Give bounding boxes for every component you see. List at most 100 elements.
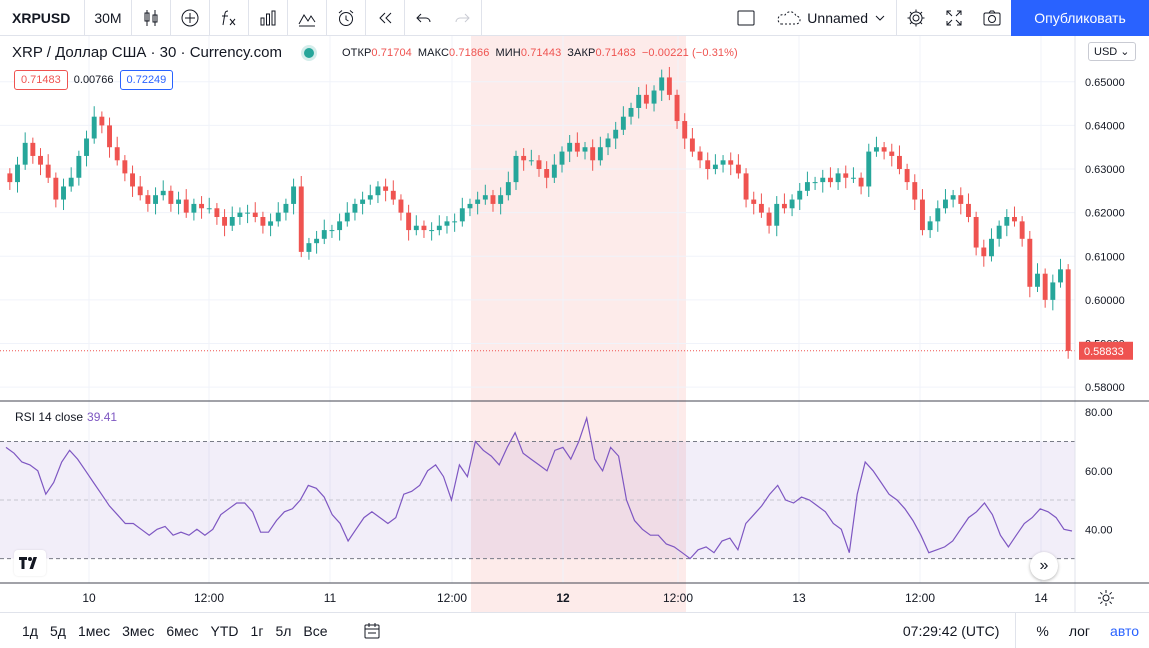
candle-body [398,199,404,213]
candle-body [314,238,320,244]
candle-body [160,190,166,196]
layout-menu[interactable]: Unnamed [765,0,897,36]
range-button[interactable]: 3мес [122,622,155,639]
candle-body [1027,238,1033,287]
date-range-icon[interactable] [362,621,382,641]
candle-body [122,160,128,174]
high-label: МАКС [417,47,450,59]
candle-body [1004,217,1010,226]
open-label: ОТКР [342,47,372,59]
candle-body [582,147,588,152]
candle-body [927,221,933,231]
candle-body [429,230,435,232]
sell-price-button[interactable]: 0.71483 [14,70,68,90]
symbol-title[interactable]: XRP / Доллар США · 30 · Currency.com [12,44,282,61]
grid-lines [0,36,1075,583]
top-toolbar: XRPUSD 30M Unnamed Опубликоват [0,0,1149,36]
candle-body [306,243,312,252]
range-button[interactable]: 5л [275,622,292,639]
currency-selector[interactable]: USD ⌄ [1088,42,1136,61]
chart-area[interactable]: 0.65000 0.64000 0.63000 0.62000 0.61000 0.600… [0,36,1149,612]
screenshot-button[interactable] [973,0,1011,36]
replay-button[interactable] [366,0,405,36]
utc-clock[interactable]: 07:29:42 (UTC) [903,612,1017,648]
templates-button[interactable] [249,0,288,36]
rsi-axis[interactable]: 80.00 60.00 40.00 [1085,407,1113,536]
axis-settings-icon[interactable] [1096,588,1116,608]
log-toggle[interactable]: лог [1068,622,1091,639]
candle-body [1058,269,1063,283]
fullscreen-button[interactable] [935,0,973,36]
range-button[interactable]: YTD [210,622,239,639]
tradingview-logo[interactable] [14,550,46,576]
compare-button[interactable] [171,0,210,36]
candle-body [298,186,304,252]
candle-body [950,195,956,200]
candle-body [436,225,442,231]
time-tick-label: 12:00 [663,591,693,605]
candle-body [605,138,611,148]
range-button[interactable]: 1д [22,622,38,639]
candle-body [337,221,343,231]
candle-body [245,212,251,214]
market-status-icon[interactable] [303,47,314,58]
scroll-to-realtime-button[interactable]: » [1030,552,1058,580]
fullscreen-select-button[interactable] [727,0,765,36]
candle-body [38,155,43,165]
range-button[interactable]: Все [303,622,328,639]
range-button[interactable]: 6мес [166,622,199,639]
candle-body [237,212,243,217]
symbol-search-button[interactable]: XRPUSD [0,0,86,36]
candle-body [659,77,665,91]
fx-icon [221,10,235,25]
price-tick-label: 0.63000 [1085,164,1125,176]
candle-body [444,221,450,226]
alert-chart-button[interactable] [288,0,327,36]
candle-body [191,203,197,213]
candle-body [1065,269,1071,351]
interval-button[interactable]: 30M [85,0,132,36]
undo-button[interactable] [405,0,443,36]
candle-body [1035,273,1040,287]
settings-button[interactable] [897,0,935,36]
redo-button[interactable] [443,0,482,36]
candle-body [283,203,289,213]
candle-body [674,94,680,122]
publish-button[interactable]: Опубликовать [1011,0,1149,36]
symbol-legend: XRP / Доллар США · 30 · Currency.com [12,44,314,61]
auto-toggle[interactable]: авто [1110,622,1139,639]
candle-body [153,195,159,204]
range-button[interactable]: 1мес [77,622,111,639]
candle-body [858,177,864,187]
candle-body [743,173,749,200]
rsi-line [5,415,1073,560]
candle-body [482,195,488,200]
chart-canvas[interactable]: 0.65000 0.64000 0.63000 0.62000 0.61000 0.600… [0,36,1149,612]
candle-body [390,190,396,200]
range-button[interactable]: 5д [49,622,66,639]
candle-body [597,147,603,161]
price-axis[interactable]: 0.65000 0.64000 0.63000 0.62000 0.61000 0.600… [1079,77,1133,394]
candle-body [958,195,964,204]
candle-body [628,107,634,117]
chart-type-button[interactable] [132,0,171,36]
buy-price-button[interactable]: 0.72249 [119,70,174,90]
candle-body [329,230,335,232]
indicators-button[interactable] [210,0,249,36]
time-tick-label: 11 [324,591,337,605]
percent-toggle[interactable]: % [1036,622,1049,639]
candle-body [367,195,373,200]
candle-body [620,116,626,130]
rsi-legend[interactable]: RSI 14 close 39.41 [15,410,117,424]
candle-body [873,147,879,152]
square-icon [737,10,755,25]
range-button[interactable]: 1г [250,622,264,639]
candle-body [107,125,112,148]
candle-body [989,238,994,257]
low-label: МИН [495,47,521,59]
time-axis[interactable]: 10 12:00 11 12:00 12 12:00 13 12:00 14 [82,591,1048,605]
candle-body [850,177,856,179]
price-tick-label: 0.62000 [1085,208,1125,220]
candle-body [452,221,458,223]
alert-button[interactable] [327,0,366,36]
